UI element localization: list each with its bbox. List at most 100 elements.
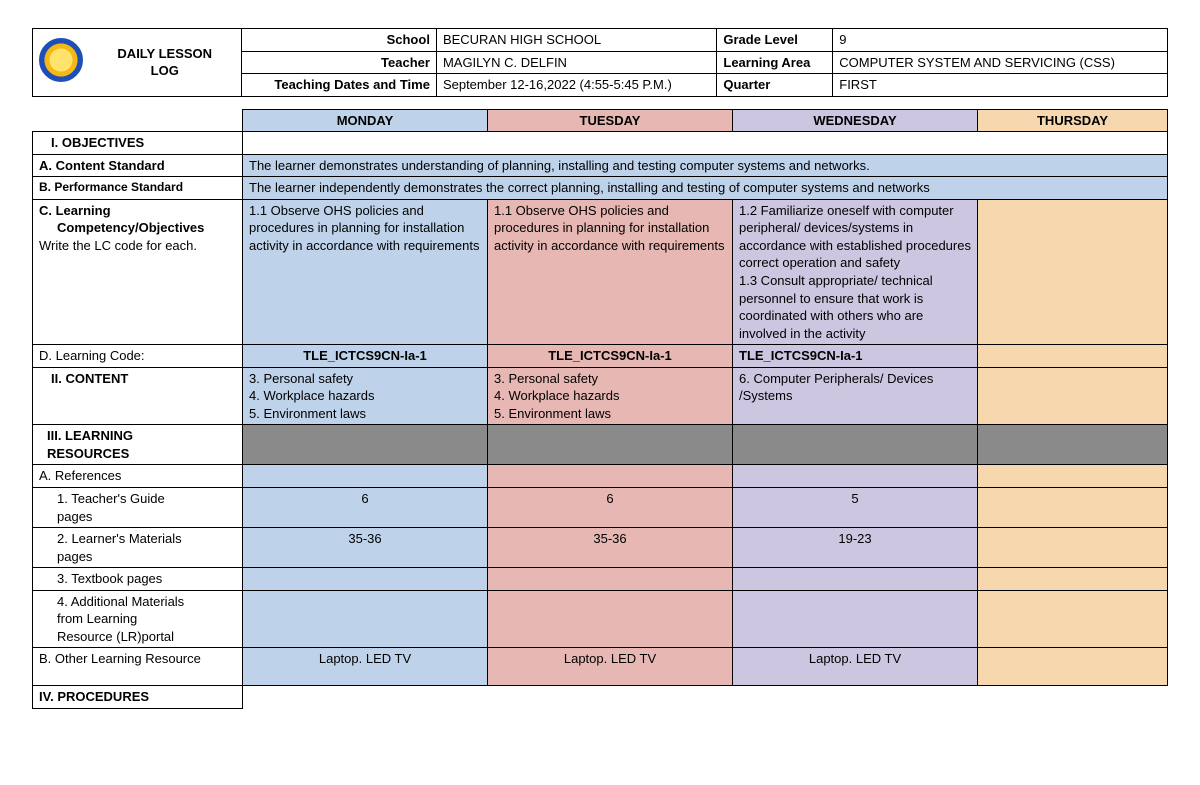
label-dates: Teaching Dates and Time <box>241 74 436 97</box>
tg-wed: 5 <box>733 488 978 528</box>
label-quarter: Quarter <box>717 74 833 97</box>
lc-line3: Write the LC code for each. <box>39 238 197 253</box>
lr-mon <box>243 425 488 465</box>
row-objectives: I. OBJECTIVES <box>33 132 1168 155</box>
lm-tue: 35-36 <box>488 528 733 568</box>
content-mon: 3. Personal safety 4. Workplace hazards … <box>243 367 488 425</box>
lc-line1: C. Learning <box>39 203 111 218</box>
lm-mon: 35-36 <box>243 528 488 568</box>
row-additional-materials: 4. Additional Materials from Learning Re… <box>33 590 1168 648</box>
other-wed: Laptop. LED TV <box>733 648 978 686</box>
code-thu <box>978 345 1168 368</box>
label-grade: Grade Level <box>717 29 833 52</box>
lc-tue: 1.1 Observe OHS policies and procedures … <box>488 199 733 344</box>
lc-mon: 1.1 Observe OHS policies and procedures … <box>243 199 488 344</box>
header-tuesday: TUESDAY <box>488 109 733 132</box>
lc-line2: Competency/Objectives <box>39 220 204 235</box>
addl-tue <box>488 590 733 648</box>
row-content-standard: A. Content Standard The learner demonstr… <box>33 154 1168 177</box>
tb-wed <box>733 568 978 591</box>
row-references: A. References <box>33 465 1168 488</box>
lr-thu <box>978 425 1168 465</box>
value-school: BECURAN HIGH SCHOOL <box>436 29 716 52</box>
row-learning-resources: III. LEARNING RESOURCES <box>33 425 1168 465</box>
label-lm: 2. Learner's Materials pages <box>33 528 243 568</box>
tg-tue: 6 <box>488 488 733 528</box>
row-performance-standard: B. Performance Standard The learner inde… <box>33 177 1168 200</box>
lm-wed: 19-23 <box>733 528 978 568</box>
row-other-resource: B. Other Learning Resource Laptop. LED T… <box>33 648 1168 686</box>
header-monday: MONDAY <box>243 109 488 132</box>
document-title: DAILY LESSON LOG <box>89 29 241 97</box>
addl-wed <box>733 590 978 648</box>
lm-thu <box>978 528 1168 568</box>
tb-mon <box>243 568 488 591</box>
label-learning-code: D. Learning Code: <box>33 345 243 368</box>
header-thursday: THURSDAY <box>978 109 1168 132</box>
title-line-1: DAILY LESSON <box>117 46 212 61</box>
title-line-2: LOG <box>151 63 179 78</box>
label-tb: 3. Textbook pages <box>33 568 243 591</box>
addl-thu <box>978 590 1168 648</box>
label-teacher: Teacher <box>241 51 436 74</box>
tg-thu <box>978 488 1168 528</box>
other-thu <box>978 648 1168 686</box>
content-tue: 3. Personal safety 4. Workplace hazards … <box>488 367 733 425</box>
content-wed: 6. Computer Peripherals/ Devices /System… <box>733 367 978 425</box>
label-perf-std: B. Performance Standard <box>33 177 243 200</box>
tb-thu <box>978 568 1168 591</box>
lc-wed: 1.2 Familiarize oneself with computer pe… <box>733 199 978 344</box>
lesson-log-header: DAILY LESSON LOG School BECURAN HIGH SCH… <box>32 28 1168 97</box>
label-learning-res: III. LEARNING RESOURCES <box>33 425 243 465</box>
label-content: II. CONTENT <box>33 367 243 425</box>
content-thu <box>978 367 1168 425</box>
label-references: A. References <box>33 465 243 488</box>
ref-mon <box>243 465 488 488</box>
objectives-blank <box>243 132 1168 155</box>
lr-wed <box>733 425 978 465</box>
value-area: COMPUTER SYSTEM AND SERVICING (CSS) <box>833 51 1168 74</box>
row-content: II. CONTENT 3. Personal safety 4. Workpl… <box>33 367 1168 425</box>
row-learners-materials: 2. Learner's Materials pages 35-36 35-36… <box>33 528 1168 568</box>
ref-tue <box>488 465 733 488</box>
header-wednesday: WEDNESDAY <box>733 109 978 132</box>
label-tg: 1. Teacher's Guide pages <box>33 488 243 528</box>
addl-mon <box>243 590 488 648</box>
lc-thu <box>978 199 1168 344</box>
row-teachers-guide: 1. Teacher's Guide pages 6 6 5 <box>33 488 1168 528</box>
value-teacher: MAGILYN C. DELFIN <box>436 51 716 74</box>
row-learning-competency: C. Learning Competency/Objectives Write … <box>33 199 1168 344</box>
day-header-row: MONDAY TUESDAY WEDNESDAY THURSDAY <box>33 109 1168 132</box>
code-mon: TLE_ICTCS9CN-Ia-1 <box>243 345 488 368</box>
logo-cell <box>33 29 90 97</box>
label-learning-comp: C. Learning Competency/Objectives Write … <box>33 199 243 344</box>
value-dates: September 12-16,2022 (4:55-5:45 P.M.) <box>436 74 716 97</box>
value-perf-std: The learner independently demonstrates t… <box>243 177 1168 200</box>
value-quarter: FIRST <box>833 74 1168 97</box>
row-textbook: 3. Textbook pages <box>33 568 1168 591</box>
label-area: Learning Area <box>717 51 833 74</box>
label-school: School <box>241 29 436 52</box>
other-mon: Laptop. LED TV <box>243 648 488 686</box>
label-content-std: A. Content Standard <box>33 154 243 177</box>
value-content-std: The learner demonstrates understanding o… <box>243 154 1168 177</box>
value-grade: 9 <box>833 29 1168 52</box>
tg-mon: 6 <box>243 488 488 528</box>
other-tue: Laptop. LED TV <box>488 648 733 686</box>
label-addl: 4. Additional Materials from Learning Re… <box>33 590 243 648</box>
code-tue: TLE_ICTCS9CN-Ia-1 <box>488 345 733 368</box>
lesson-plan-table: MONDAY TUESDAY WEDNESDAY THURSDAY I. OBJ… <box>32 109 1168 709</box>
ref-wed <box>733 465 978 488</box>
label-procedures: IV. PROCEDURES <box>33 686 243 709</box>
row-procedures: IV. PROCEDURES <box>33 686 1168 709</box>
label-objectives: I. OBJECTIVES <box>33 132 243 155</box>
deped-logo-icon <box>39 38 83 82</box>
label-other: B. Other Learning Resource <box>33 648 243 686</box>
blank-corner <box>33 109 243 132</box>
ref-thu <box>978 465 1168 488</box>
code-wed: TLE_ICTCS9CN-Ia-1 <box>733 345 978 368</box>
procedures-blank <box>243 686 1168 709</box>
row-learning-code: D. Learning Code: TLE_ICTCS9CN-Ia-1 TLE_… <box>33 345 1168 368</box>
tb-tue <box>488 568 733 591</box>
lr-tue <box>488 425 733 465</box>
